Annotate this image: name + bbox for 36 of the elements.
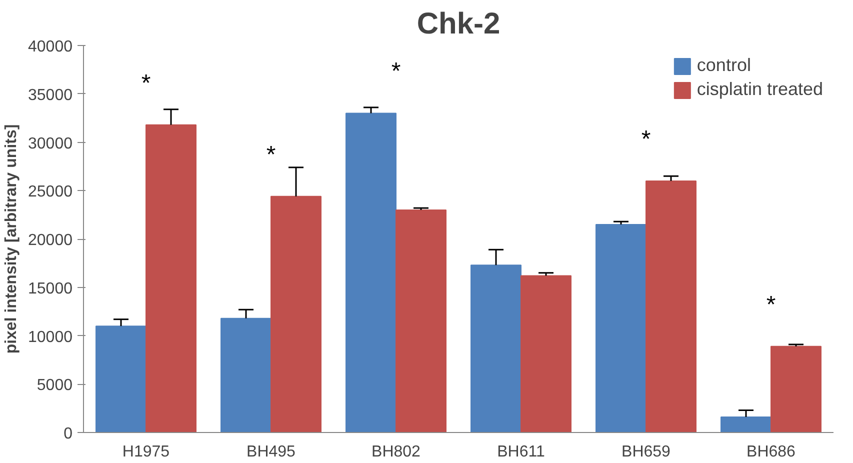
- x-tick-label: BH495: [246, 444, 296, 460]
- legend-label: cisplatin treated: [696, 79, 823, 100]
- y-tick-label: 0: [64, 426, 73, 442]
- y-tick-label: 40000: [28, 38, 73, 56]
- bar: [146, 124, 196, 432]
- chart-title: Chk-2: [416, 8, 500, 40]
- legend-label: control: [696, 55, 751, 76]
- x-tick-label: BH686: [746, 444, 796, 460]
- annotation: *: [266, 141, 276, 168]
- bar: [770, 346, 822, 432]
- y-tick-label: 35000: [28, 86, 73, 104]
- bar: [220, 318, 272, 432]
- bar: [96, 326, 146, 432]
- bar: [346, 112, 396, 432]
- y-tick-label: 20000: [28, 232, 73, 249]
- annotation: *: [641, 126, 651, 153]
- bar: [646, 180, 696, 432]
- bar: [270, 196, 322, 432]
- y-tick-label: 10000: [28, 328, 73, 346]
- y-axis-title: pixel intensity [arbitrary units]: [3, 124, 20, 354]
- annotation: *: [141, 70, 151, 97]
- bar: [596, 224, 646, 432]
- bar: [470, 264, 522, 432]
- x-tick-label: BH659: [622, 444, 671, 460]
- annotation: *: [766, 291, 776, 318]
- x-tick-label: H1975: [122, 444, 170, 460]
- annotation: *: [391, 58, 401, 86]
- x-tick-label: BH611: [497, 444, 545, 460]
- y-tick-label: 15000: [28, 280, 73, 298]
- x-tick-label: BH802: [372, 444, 421, 460]
- bar: [720, 416, 772, 432]
- y-tick-label: 30000: [28, 135, 73, 152]
- y-tick-label: 25000: [28, 184, 73, 201]
- bar: [520, 275, 572, 432]
- bar: [396, 209, 446, 432]
- y-tick-label: 5000: [36, 377, 73, 394]
